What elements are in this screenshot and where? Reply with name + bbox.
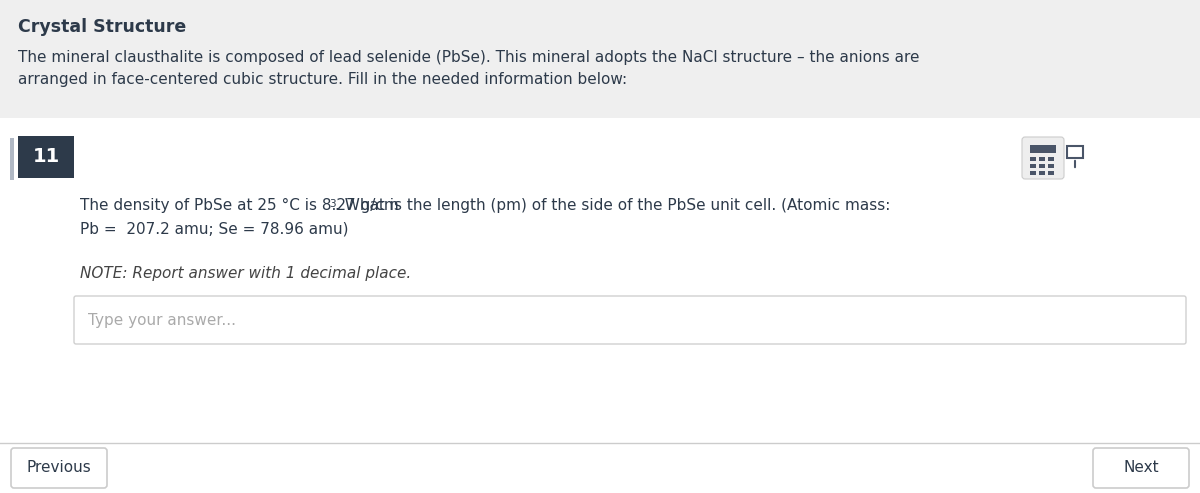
FancyBboxPatch shape	[10, 138, 14, 180]
Text: arranged in face-centered cubic structure. Fill in the needed information below:: arranged in face-centered cubic structur…	[18, 72, 628, 87]
FancyBboxPatch shape	[0, 118, 1200, 493]
FancyBboxPatch shape	[1030, 157, 1036, 161]
FancyBboxPatch shape	[1039, 164, 1045, 168]
FancyBboxPatch shape	[1030, 171, 1036, 175]
FancyBboxPatch shape	[1048, 157, 1054, 161]
Text: 11: 11	[32, 147, 60, 167]
FancyBboxPatch shape	[1030, 145, 1056, 153]
FancyBboxPatch shape	[1048, 171, 1054, 175]
FancyBboxPatch shape	[1093, 448, 1189, 488]
Text: Previous: Previous	[26, 460, 91, 476]
FancyBboxPatch shape	[18, 136, 74, 178]
FancyBboxPatch shape	[74, 296, 1186, 344]
FancyBboxPatch shape	[1039, 157, 1045, 161]
Text: . What is the length (pm) of the side of the PbSe unit cell. (Atomic mass:: . What is the length (pm) of the side of…	[335, 198, 890, 213]
FancyBboxPatch shape	[11, 448, 107, 488]
Text: The density of PbSe at 25 °C is 8.27 g/cm: The density of PbSe at 25 °C is 8.27 g/c…	[80, 198, 398, 213]
FancyBboxPatch shape	[0, 0, 1200, 118]
FancyBboxPatch shape	[1030, 164, 1036, 168]
Text: NOTE: Report answer with 1 decimal place.: NOTE: Report answer with 1 decimal place…	[80, 266, 412, 281]
FancyBboxPatch shape	[1022, 137, 1064, 179]
Text: Type your answer...: Type your answer...	[88, 313, 236, 327]
FancyBboxPatch shape	[1039, 171, 1045, 175]
Text: 3: 3	[329, 199, 336, 209]
Text: Crystal Structure: Crystal Structure	[18, 18, 186, 36]
Text: Pb =  207.2 amu; Se = 78.96 amu): Pb = 207.2 amu; Se = 78.96 amu)	[80, 222, 348, 237]
FancyBboxPatch shape	[1048, 164, 1054, 168]
Text: The mineral clausthalite is composed of lead selenide (PbSe). This mineral adopt: The mineral clausthalite is composed of …	[18, 50, 919, 65]
Text: Next: Next	[1123, 460, 1159, 476]
